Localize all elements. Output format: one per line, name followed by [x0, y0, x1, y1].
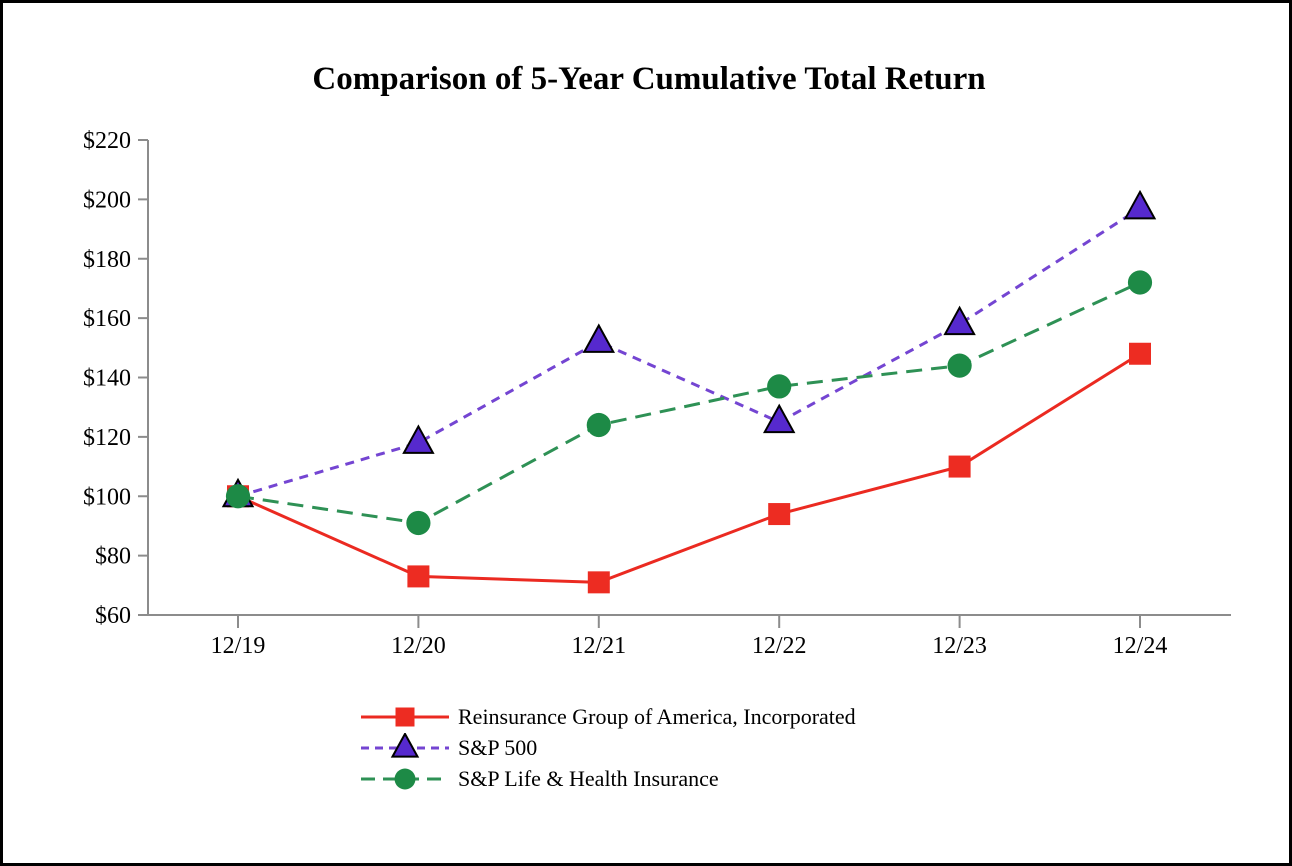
x-tick-label: 12/23: [932, 633, 987, 659]
y-axis-tick-labels: $60 $80 $100 $120 $140 $160 $180 $200 $220: [83, 128, 131, 629]
y-tick-label: $200: [83, 187, 131, 213]
legend-label: S&P Life & Health Insurance: [458, 765, 719, 791]
x-tick-label: 12/20: [391, 633, 446, 659]
series-sp-life-health: [225, 270, 1153, 536]
chart-canvas: $60 $80 $100 $120 $140 $160 $180 $200 $220 12/19…: [83, 128, 1231, 659]
legend-label: S&P 500: [458, 734, 538, 760]
y-tick-label: $80: [95, 544, 131, 570]
red-square-marker-icon: [361, 707, 449, 726]
series-layer: [221, 189, 1157, 594]
legend-label: Reinsurance Group of America, Incorporat…: [458, 703, 856, 729]
y-tick-label: $220: [83, 128, 131, 154]
legend-row: Reinsurance Group of America, Incorporat…: [361, 701, 856, 732]
chart-title: Comparison of 5-Year Cumulative Total Re…: [312, 61, 986, 97]
series-rga: [227, 342, 1151, 594]
axes: [138, 139, 1231, 628]
x-tick-label: 12/22: [752, 633, 807, 659]
series-sp500: [221, 189, 1157, 508]
legend-row: S&P Life & Health Insurance: [361, 763, 856, 794]
x-axis-tick-labels: 12/19 12/20 12/21 12/22 12/23 12/24: [211, 633, 1168, 659]
x-tick-label: 12/21: [571, 633, 626, 659]
purple-triangle-marker-icon: [361, 732, 449, 758]
x-tick-label: 12/19: [211, 633, 266, 659]
green-circle-marker-icon: [361, 768, 449, 789]
legend-row: S&P 500: [361, 732, 856, 763]
y-tick-label: $140: [83, 366, 131, 392]
y-tick-label: $60: [95, 603, 131, 629]
y-tick-label: $100: [83, 484, 131, 510]
x-tick-label: 12/24: [1113, 633, 1168, 659]
y-tick-label: $120: [83, 425, 131, 451]
y-tick-label: $180: [83, 247, 131, 273]
y-tick-label: $160: [83, 306, 131, 332]
legend: Reinsurance Group of America, Incorporat…: [361, 701, 856, 794]
